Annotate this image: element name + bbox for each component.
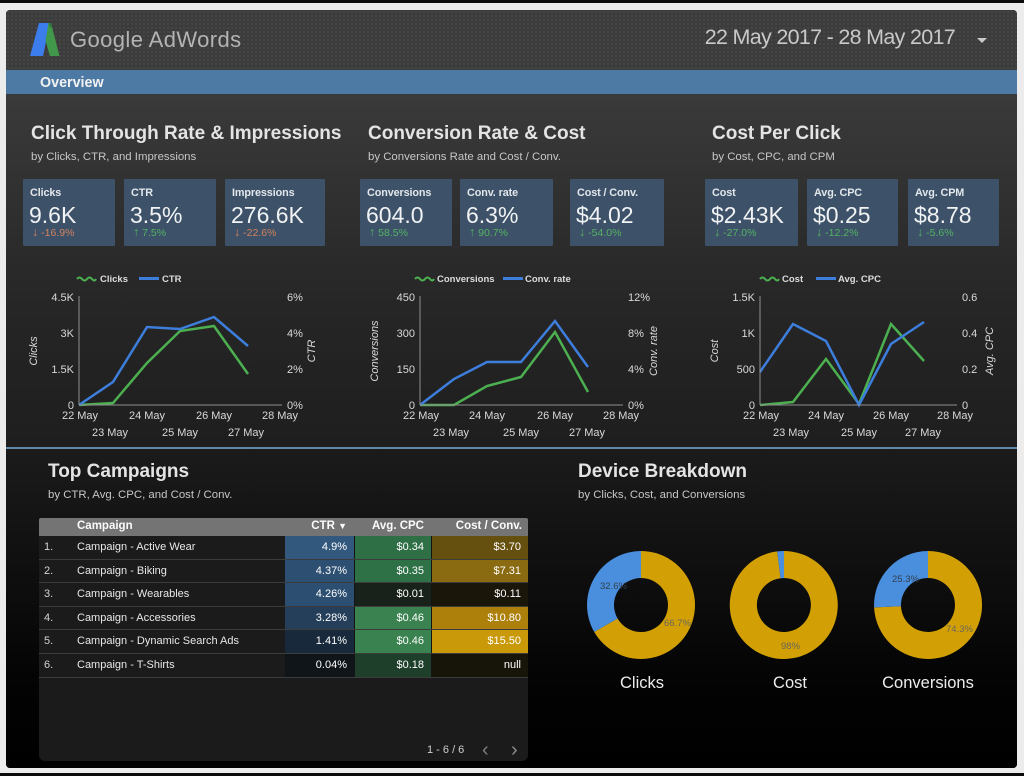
svg-text:Conversions: Conversions — [369, 320, 381, 382]
svg-text:6%: 6% — [287, 292, 303, 304]
svg-text:26 May: 26 May — [196, 410, 233, 422]
svg-text:1.5K: 1.5K — [51, 364, 74, 376]
svg-text:CTR: CTR — [306, 340, 318, 363]
svg-text:28 May: 28 May — [937, 410, 974, 422]
svg-text:28 May: 28 May — [603, 410, 640, 422]
svg-text:0.2: 0.2 — [962, 364, 977, 376]
svg-text:8%: 8% — [628, 328, 644, 340]
svg-text:0%: 0% — [628, 400, 644, 412]
svg-text:27 May: 27 May — [569, 427, 606, 439]
svg-text:27 May: 27 May — [228, 427, 265, 439]
svg-text:500: 500 — [737, 364, 755, 376]
svg-text:27 May: 27 May — [905, 427, 942, 439]
svg-text:0: 0 — [749, 400, 755, 412]
svg-text:Conv. rate: Conv. rate — [648, 326, 660, 376]
svg-text:450: 450 — [397, 292, 415, 304]
svg-text:1K: 1K — [742, 328, 756, 340]
svg-text:26 May: 26 May — [873, 410, 910, 422]
svg-text:28 May: 28 May — [262, 410, 299, 422]
svg-text:0.6: 0.6 — [962, 292, 977, 304]
svg-text:24 May: 24 May — [808, 410, 845, 422]
svg-text:25 May: 25 May — [841, 427, 878, 439]
svg-text:Cost: Cost — [709, 339, 721, 363]
svg-text:26 May: 26 May — [537, 410, 574, 422]
svg-text:Clicks: Clicks — [28, 336, 40, 366]
svg-text:4%: 4% — [287, 328, 303, 340]
svg-text:23 May: 23 May — [773, 427, 810, 439]
svg-text:66.7%: 66.7% — [664, 618, 691, 629]
svg-text:23 May: 23 May — [433, 427, 470, 439]
svg-text:1.5K: 1.5K — [732, 292, 755, 304]
svg-text:22 May: 22 May — [743, 410, 780, 422]
svg-text:98%: 98% — [781, 641, 801, 652]
svg-text:3K: 3K — [61, 328, 75, 340]
svg-text:0: 0 — [68, 400, 74, 412]
svg-text:4.5K: 4.5K — [51, 292, 74, 304]
svg-text:0: 0 — [962, 400, 968, 412]
svg-text:25 May: 25 May — [503, 427, 540, 439]
svg-text:0.4: 0.4 — [962, 328, 977, 340]
svg-text:Cost: Cost — [782, 274, 804, 285]
svg-text:24 May: 24 May — [129, 410, 166, 422]
svg-text:22 May: 22 May — [403, 410, 440, 422]
svg-text:Avg. CPC: Avg. CPC — [984, 327, 996, 376]
svg-text:25.3%: 25.3% — [892, 574, 919, 585]
svg-text:25 May: 25 May — [162, 427, 199, 439]
svg-text:Clicks: Clicks — [100, 274, 128, 285]
svg-text:2%: 2% — [287, 364, 303, 376]
svg-text:22 May: 22 May — [62, 410, 99, 422]
svg-text:74.3%: 74.3% — [946, 624, 973, 635]
svg-text:150: 150 — [397, 364, 415, 376]
svg-text:23 May: 23 May — [92, 427, 129, 439]
svg-text:CTR: CTR — [162, 274, 182, 285]
svg-text:24 May: 24 May — [469, 410, 506, 422]
svg-text:300: 300 — [397, 328, 415, 340]
svg-text:Conversions: Conversions — [437, 274, 495, 285]
svg-text:0: 0 — [409, 400, 415, 412]
svg-text:Avg. CPC: Avg. CPC — [838, 274, 881, 285]
svg-text:12%: 12% — [628, 292, 650, 304]
svg-text:4%: 4% — [628, 364, 644, 376]
svg-text:0%: 0% — [287, 400, 303, 412]
svg-text:Conv. rate: Conv. rate — [525, 274, 571, 285]
svg-text:32.6%: 32.6% — [600, 581, 627, 592]
